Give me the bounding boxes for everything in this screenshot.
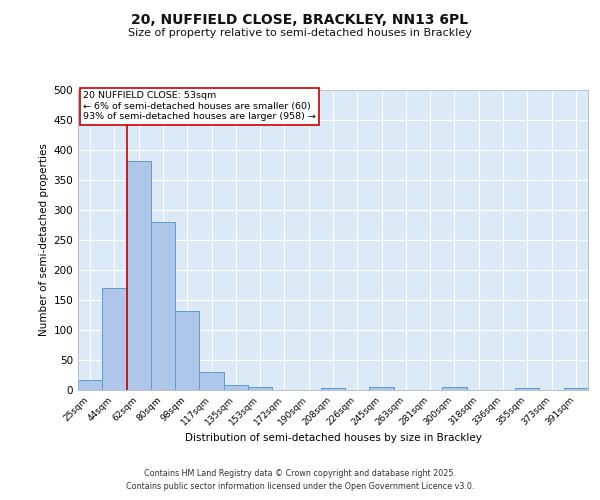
Text: 20 NUFFIELD CLOSE: 53sqm
← 6% of semi-detached houses are smaller (60)
93% of se: 20 NUFFIELD CLOSE: 53sqm ← 6% of semi-de… xyxy=(83,92,316,122)
Text: Contains public sector information licensed under the Open Government Licence v3: Contains public sector information licen… xyxy=(126,482,474,491)
Bar xyxy=(564,388,588,390)
X-axis label: Distribution of semi-detached houses by size in Brackley: Distribution of semi-detached houses by … xyxy=(185,432,481,442)
Bar xyxy=(370,387,394,390)
Text: Contains HM Land Registry data © Crown copyright and database right 2025.: Contains HM Land Registry data © Crown c… xyxy=(144,468,456,477)
Bar xyxy=(175,311,199,390)
Bar xyxy=(127,161,151,390)
Text: 20, NUFFIELD CLOSE, BRACKLEY, NN13 6PL: 20, NUFFIELD CLOSE, BRACKLEY, NN13 6PL xyxy=(131,12,469,26)
Bar xyxy=(151,222,175,390)
Bar xyxy=(248,387,272,390)
Bar xyxy=(442,387,467,390)
Bar xyxy=(321,388,345,390)
Bar xyxy=(224,385,248,390)
Bar xyxy=(102,288,127,390)
Y-axis label: Number of semi-detached properties: Number of semi-detached properties xyxy=(39,144,49,336)
Bar xyxy=(78,380,102,390)
Text: Size of property relative to semi-detached houses in Brackley: Size of property relative to semi-detach… xyxy=(128,28,472,38)
Bar xyxy=(199,372,224,390)
Bar xyxy=(515,388,539,390)
